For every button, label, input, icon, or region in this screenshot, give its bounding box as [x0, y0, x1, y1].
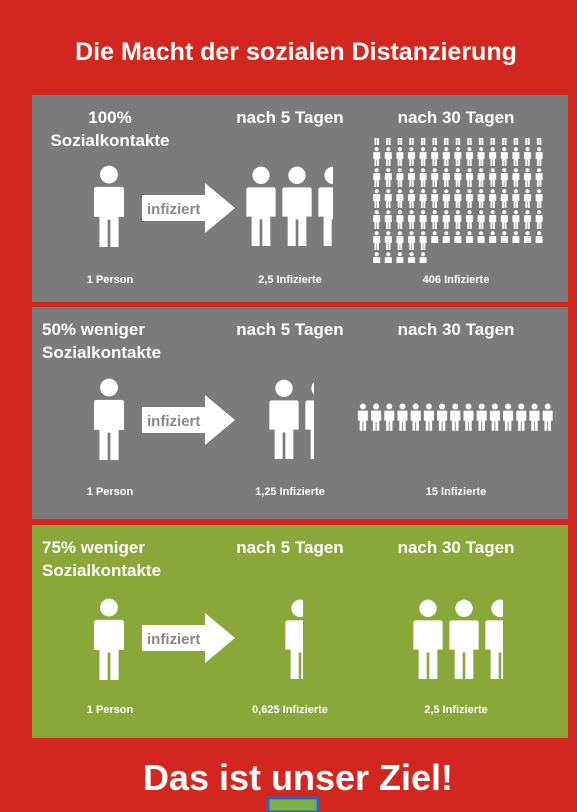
- caption: 406 Infizierte: [423, 274, 490, 286]
- caption: 1 Person: [87, 274, 134, 286]
- panel-heading: Sozialkontakte: [50, 131, 169, 150]
- title: Die Macht der sozialen Distanzierung: [75, 38, 517, 66]
- arrow-label: infiziert: [147, 413, 200, 430]
- panel-heading: Sozialkontakte: [42, 561, 161, 580]
- column-label: nach 5 Tagen: [236, 538, 343, 557]
- caption: 1 Person: [87, 486, 134, 498]
- page: Die Macht der sozialen Distanzierung 100…: [0, 0, 577, 812]
- caption: 0,625 Infizierte: [252, 704, 328, 716]
- arrow-label: infiziert: [147, 201, 200, 218]
- column-label: nach 30 Tagen: [398, 538, 515, 557]
- infographic: Die Macht der sozialen Distanzierung 100…: [0, 0, 577, 812]
- column-label: nach 30 Tagen: [398, 108, 515, 127]
- caption: 2,5 Infizierte: [424, 704, 488, 716]
- caption: 1 Person: [87, 704, 134, 716]
- panel-heading: 100%: [88, 108, 131, 127]
- column-label: nach 30 Tagen: [398, 320, 515, 339]
- caption: 15 Infizierte: [426, 486, 487, 498]
- column-label: nach 5 Tagen: [236, 320, 343, 339]
- caption: 1,25 Infizierte: [255, 486, 325, 498]
- panel-heading: Sozialkontakte: [42, 343, 161, 362]
- caption: 2,5 Infizierte: [258, 274, 322, 286]
- column-label: nach 5 Tagen: [236, 108, 343, 127]
- panel-heading: 50% weniger: [42, 320, 145, 339]
- panel-heading: 75% weniger: [42, 538, 145, 557]
- footer: Das ist unser Ziel!: [143, 757, 453, 798]
- decoration: [268, 798, 318, 812]
- arrow-label: infiziert: [147, 631, 200, 648]
